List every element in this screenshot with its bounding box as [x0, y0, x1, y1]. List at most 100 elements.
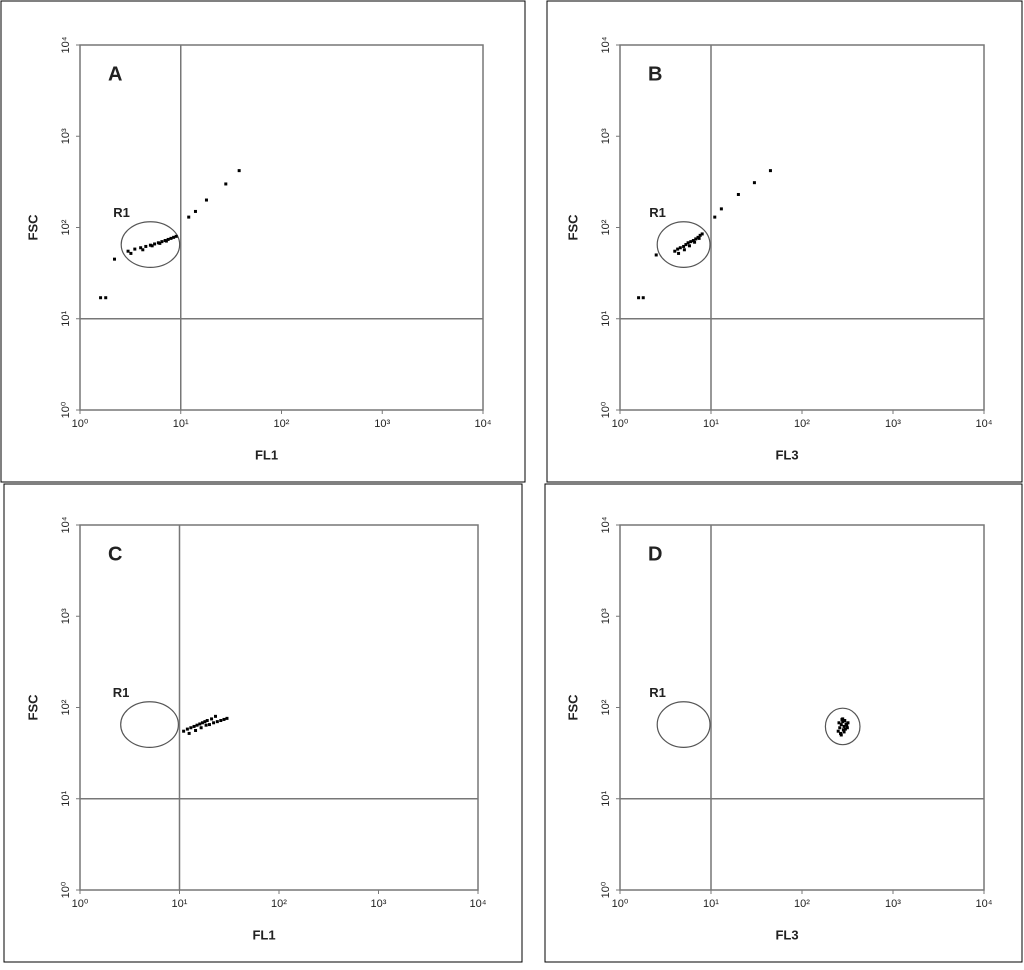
event-point: [193, 209, 197, 213]
event-point: [677, 251, 681, 255]
plot-area: [619, 524, 985, 891]
event-point: [126, 249, 130, 253]
x-tick-label: 10⁴: [470, 898, 487, 910]
event-point: [687, 244, 691, 248]
event-point: [104, 296, 108, 300]
event-point: [839, 723, 843, 727]
gate: [120, 701, 180, 748]
event-point: [676, 247, 680, 251]
x-tick-label: 10⁰: [72, 898, 89, 910]
event-point: [841, 717, 845, 721]
event-point: [719, 207, 723, 211]
event-point: [237, 169, 241, 173]
y-tick-label: 10⁰: [600, 401, 612, 418]
y-tick-label: 10²: [600, 699, 612, 715]
x-tick-label: 10⁴: [976, 898, 993, 910]
panel-border: [0, 0, 526, 483]
event-point: [189, 726, 193, 730]
event-point: [172, 235, 176, 239]
event-point: [697, 236, 701, 240]
event-point: [194, 728, 198, 732]
panel-title: B: [648, 63, 662, 85]
event-point: [133, 247, 137, 251]
event-point: [160, 240, 164, 244]
y-tick-label: 10³: [60, 128, 72, 144]
gate-label: R1: [649, 685, 666, 700]
event-point: [842, 724, 846, 728]
event-point: [213, 714, 217, 718]
event-point: [198, 722, 202, 726]
event-point: [841, 720, 845, 724]
event-point: [752, 181, 756, 185]
x-axis-label: FL3: [775, 927, 798, 942]
event-point: [673, 249, 677, 253]
event-point: [182, 729, 186, 733]
event-point: [219, 719, 223, 723]
y-tick-label: 10²: [60, 699, 72, 715]
event-point: [203, 720, 207, 724]
y-tick-label: 10⁴: [60, 36, 72, 53]
x-axis-label: FL1: [252, 927, 275, 942]
y-axis-label: FSC: [25, 694, 40, 721]
event-point: [641, 296, 645, 300]
y-tick-label: 10⁰: [60, 401, 72, 418]
y-axis-label: FSC: [565, 214, 580, 241]
event-point: [844, 722, 848, 726]
event-point: [839, 731, 843, 735]
event-point: [691, 239, 695, 243]
x-tick-label: 10³: [885, 898, 901, 910]
y-tick-label: 10¹: [600, 790, 612, 806]
x-tick-label: 10¹: [703, 418, 719, 430]
event-point: [195, 723, 199, 727]
event-point: [144, 244, 148, 248]
plot-area: [79, 524, 479, 891]
x-axis-label: FL1: [255, 447, 278, 462]
y-tick-label: 10⁴: [60, 516, 72, 533]
event-point: [139, 246, 143, 250]
event-point: [845, 726, 849, 730]
event-point: [222, 717, 226, 721]
event-point: [837, 721, 841, 725]
gate: [656, 701, 711, 748]
event-point: [225, 716, 229, 720]
x-tick-label: 10⁰: [72, 418, 89, 430]
event-point: [174, 234, 178, 238]
y-tick-label: 10³: [600, 608, 612, 624]
event-point: [843, 719, 847, 723]
y-axis-label: FSC: [565, 694, 580, 721]
event-point: [654, 253, 658, 257]
y-tick-label: 10¹: [600, 310, 612, 326]
gate-label: R1: [113, 685, 130, 700]
event-point: [693, 240, 697, 244]
gate: [656, 221, 711, 268]
event-point: [129, 251, 133, 255]
event-point: [686, 241, 690, 245]
event-point: [204, 723, 208, 727]
x-tick-label: 10⁴: [976, 418, 993, 430]
plot-area: [79, 44, 484, 411]
event-point: [689, 240, 693, 244]
gate: [824, 707, 861, 746]
panel-title: A: [108, 63, 122, 85]
event-point: [694, 237, 698, 241]
event-point: [204, 198, 208, 202]
event-point: [212, 721, 216, 725]
event-point: [836, 729, 840, 733]
event-point: [839, 733, 843, 737]
event-point: [684, 243, 688, 247]
event-point: [736, 192, 740, 196]
y-tick-label: 10¹: [60, 790, 72, 806]
event-point: [682, 248, 686, 252]
x-tick-label: 10²: [794, 418, 810, 430]
event-point: [713, 215, 717, 219]
x-tick-label: 10³: [371, 898, 387, 910]
gate-label: R1: [649, 205, 666, 220]
event-point: [210, 717, 214, 721]
y-axis-label: FSC: [25, 214, 40, 241]
x-tick-label: 10⁰: [612, 418, 629, 430]
x-tick-label: 10¹: [703, 898, 719, 910]
y-tick-label: 10⁰: [600, 881, 612, 898]
event-point: [205, 719, 209, 723]
panel-border: [546, 0, 1023, 483]
